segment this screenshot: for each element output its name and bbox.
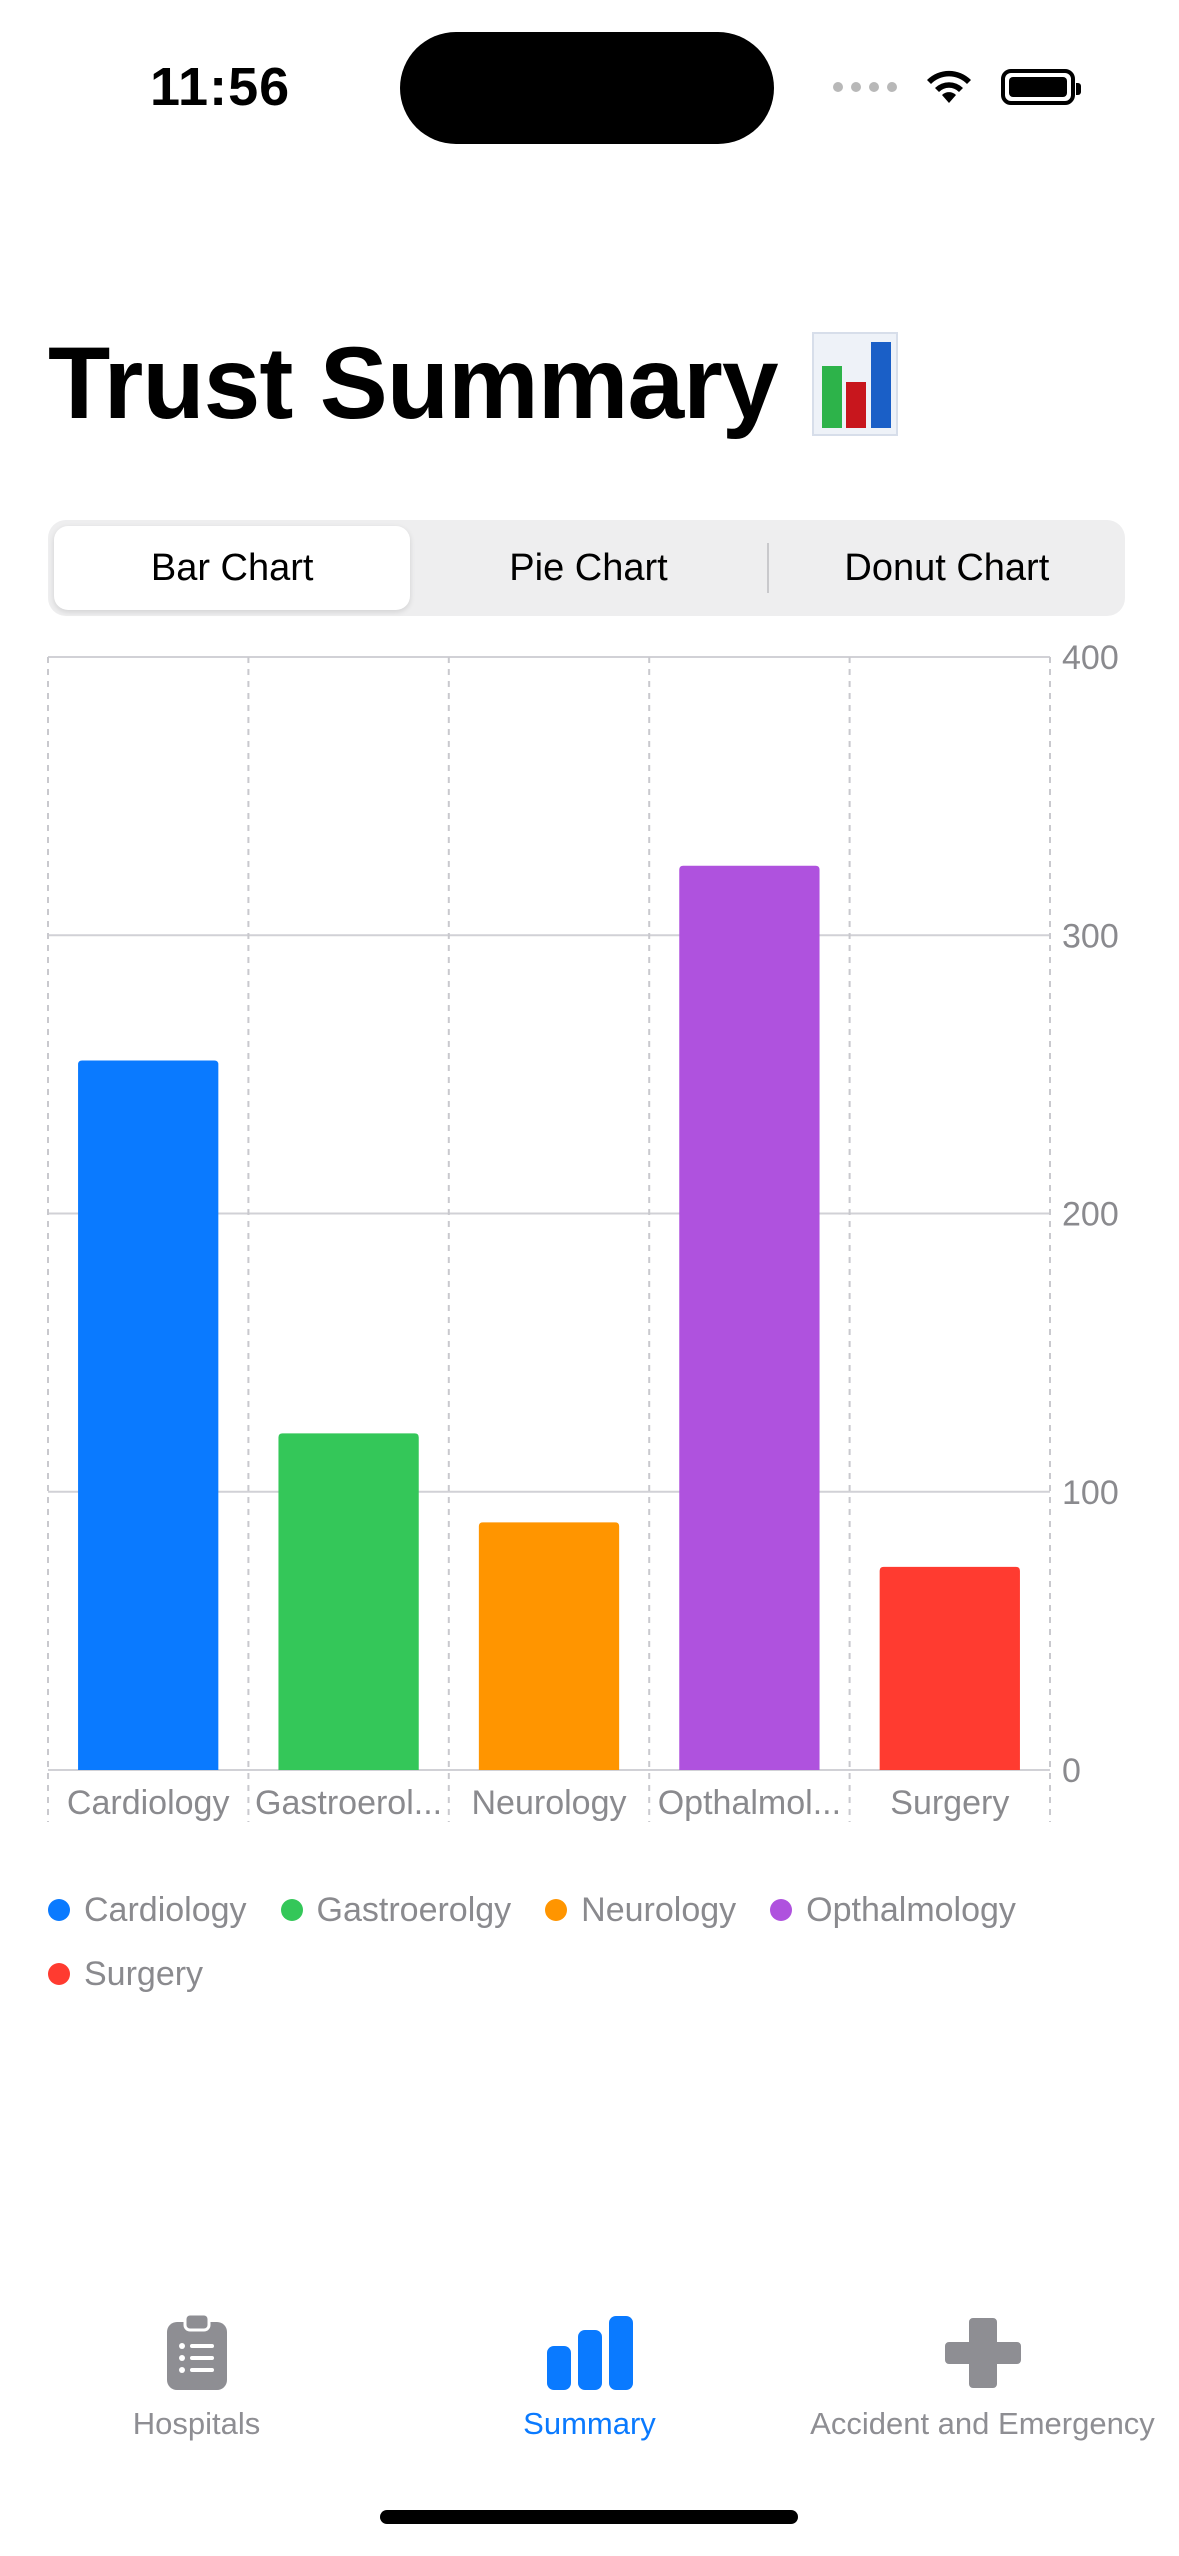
legend-item: Neurology: [545, 1890, 736, 1930]
y-tick-label: 100: [1062, 1474, 1119, 1512]
legend-item: Surgery: [48, 1954, 203, 1994]
tab-summary-label: Summary: [523, 2406, 656, 2441]
legend-item: Opthalmology: [770, 1890, 1016, 1930]
status-time: 11:56: [150, 57, 291, 117]
x-tick-label: Gastroerol...: [255, 1784, 442, 1822]
bar-neurology: [478, 1522, 620, 1770]
home-indicator: [380, 2510, 798, 2524]
legend-dot-icon: [48, 1963, 70, 1985]
x-tick-label: Opthalmol...: [658, 1784, 841, 1822]
x-tick-label: Neurology: [472, 1784, 627, 1822]
legend-item: Gastroerolgy: [280, 1890, 512, 1930]
segment-pie-chart[interactable]: Pie Chart: [509, 546, 668, 589]
y-tick-label: 300: [1062, 917, 1119, 955]
y-tick-label: 0: [1062, 1752, 1081, 1790]
status-icons: [833, 64, 1081, 110]
tab-accident-emergency-label: Accident and Emergency: [810, 2406, 1155, 2441]
bar-gastroerolgy: [278, 1433, 419, 1770]
y-tick-label: 200: [1062, 1196, 1119, 1234]
tab-hospitals[interactable]: Hospitals: [0, 2300, 393, 2470]
bar-opthalmology: [679, 865, 820, 1770]
legend-dot-icon: [48, 1899, 70, 1921]
bar-surgery: [879, 1566, 1020, 1770]
legend-label: Cardiology: [84, 1890, 247, 1929]
x-tick-label: Surgery: [890, 1784, 1009, 1822]
bar-cardiology: [78, 1060, 219, 1770]
legend-dot-icon: [280, 1899, 303, 1921]
legend-label: Opthalmology: [806, 1890, 1016, 1929]
page-title-text: Trust Summary: [48, 326, 779, 440]
legend-label: Surgery: [84, 1954, 204, 1993]
wifi-icon: [927, 70, 971, 103]
legend-label: Gastroerolgy: [316, 1890, 512, 1929]
segment-donut-chart[interactable]: Donut Chart: [844, 546, 1050, 589]
cellular-signal-icon: [833, 82, 897, 92]
x-tick-label: Cardiology: [67, 1784, 230, 1822]
bar-chart-emoji-icon: [811, 331, 898, 436]
chart-type-segmented-control: Bar Chart Pie Chart Donut Chart: [48, 520, 1125, 616]
bar-chart-icon: [546, 2316, 633, 2390]
tab-bar: Hospitals Summary Accident and Emergency: [0, 2300, 1179, 2470]
tab-accident-emergency[interactable]: Accident and Emergency: [786, 2300, 1179, 2470]
segment-divider: [766, 543, 769, 593]
page-title: Trust Summary: [48, 325, 898, 442]
legend-label: Neurology: [581, 1890, 737, 1929]
tab-hospitals-label: Hospitals: [132, 2406, 261, 2441]
chart-legend: Cardiology Gastroerolgy Neurology Opthalmol…: [48, 1890, 1128, 1994]
bar-chart: 0 100 200 300 400 Cardiology Gastroerol... Neur…: [47, 639, 1119, 1822]
clipboard-list-icon: [166, 2312, 227, 2390]
legend-dot-icon: [545, 1899, 568, 1921]
bar-chart-svg: 0 100 200 300 400 Cardiology Gastroerol... Neur…: [47, 639, 1119, 1822]
dynamic-island: [400, 32, 774, 144]
tab-summary[interactable]: Summary: [393, 2300, 786, 2470]
y-tick-label: 400: [1062, 639, 1119, 677]
legend-item: Cardiology: [48, 1890, 247, 1930]
legend-dot-icon: [770, 1899, 793, 1921]
segment-bar-chart[interactable]: Bar Chart: [54, 526, 411, 610]
battery-icon: [1001, 69, 1081, 105]
cross-icon: [944, 2318, 1021, 2388]
